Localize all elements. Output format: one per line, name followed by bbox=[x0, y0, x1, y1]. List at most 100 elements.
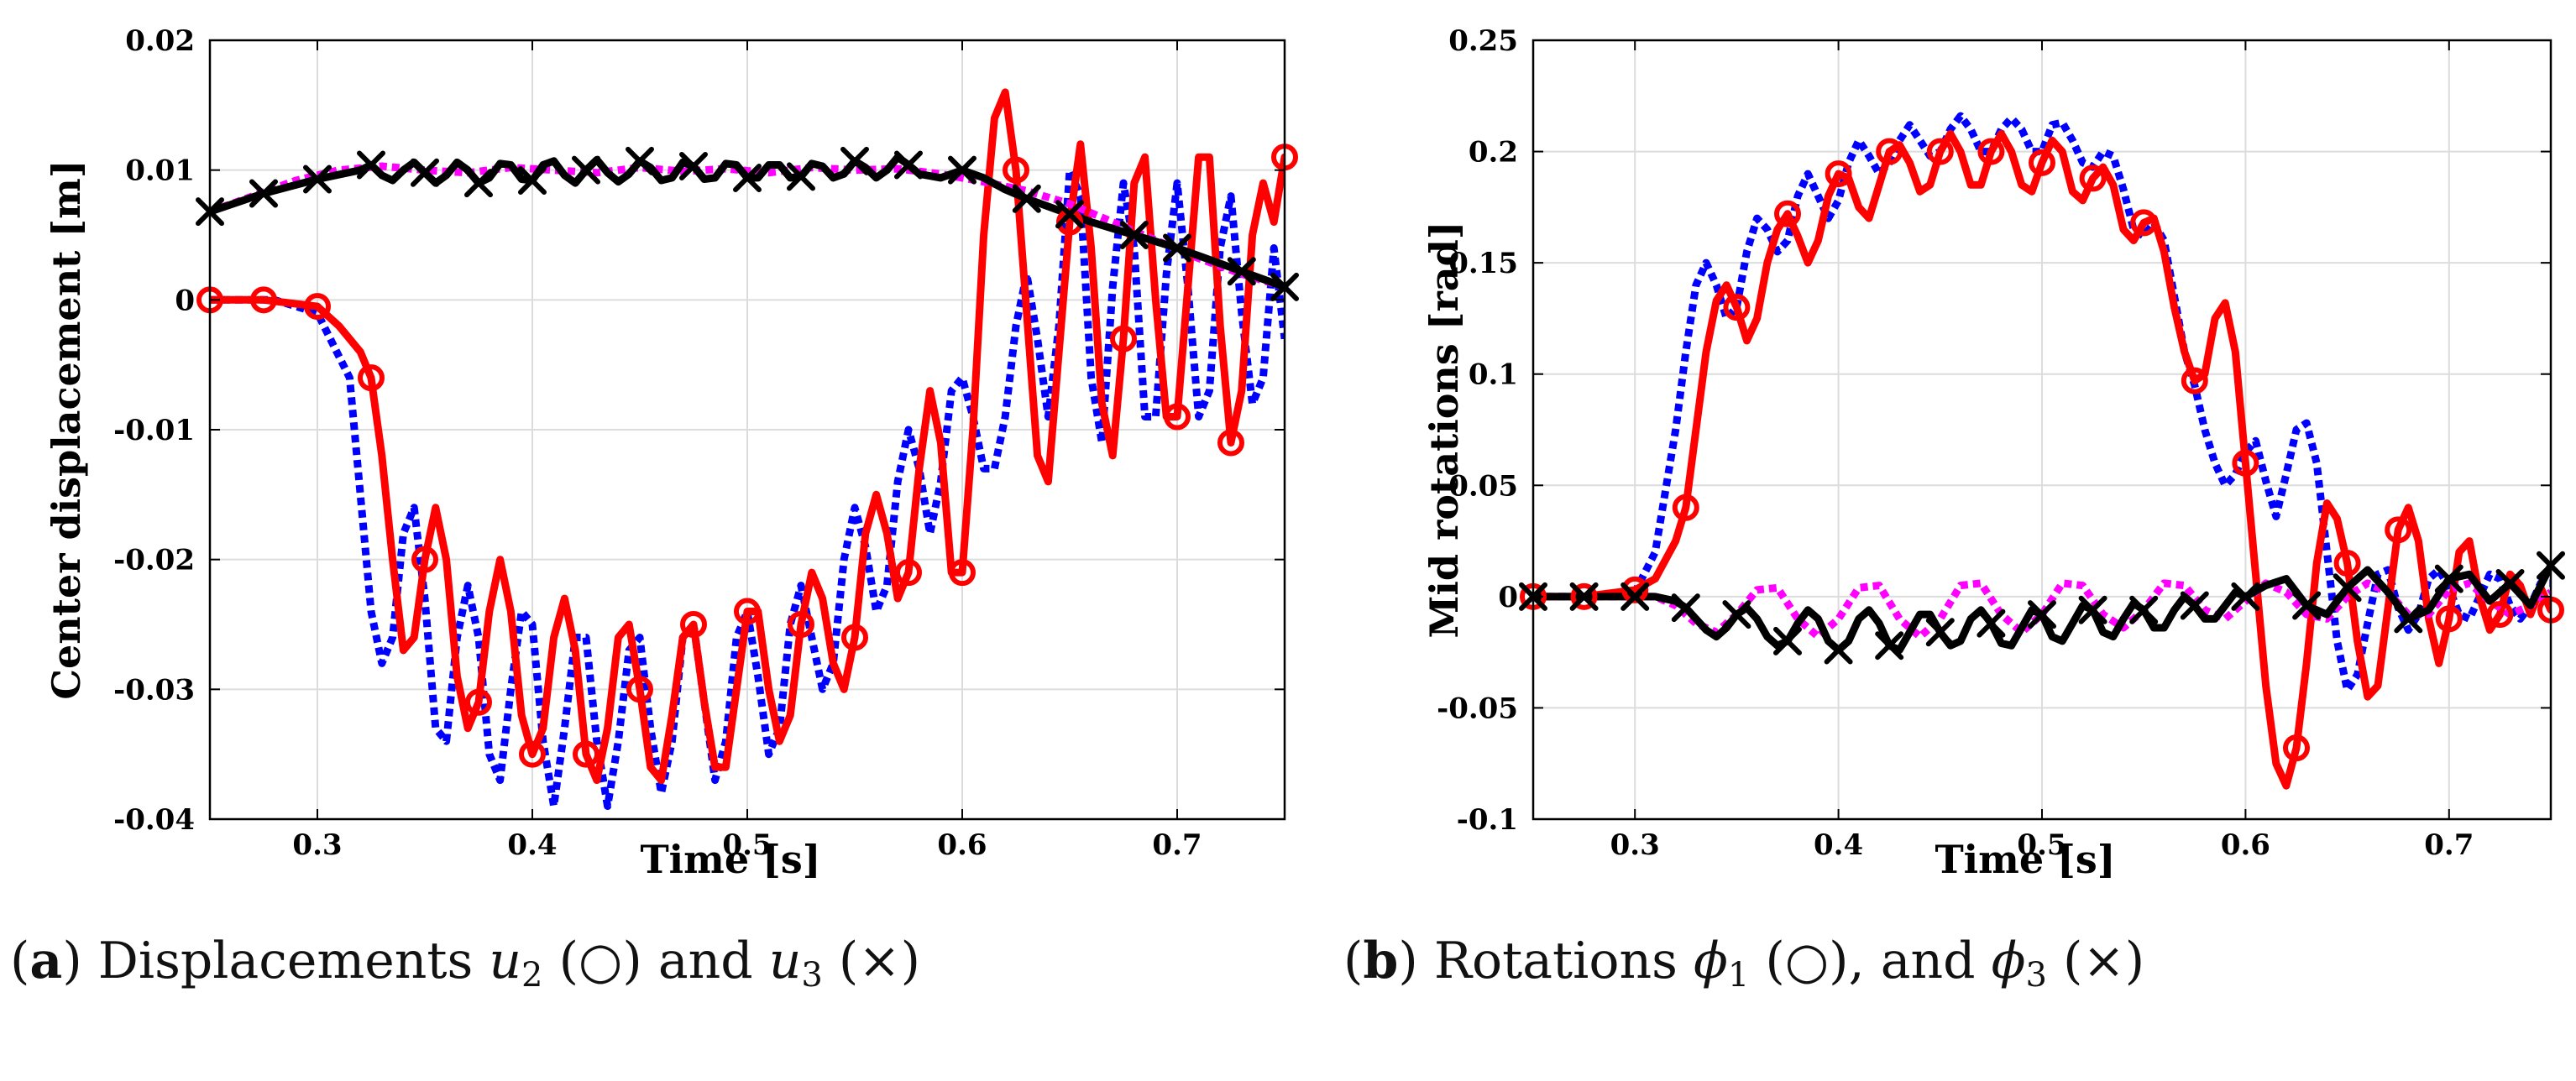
chart-a-series-1-marker bbox=[358, 364, 385, 392]
caption-a: (a) Displacements u2 (○) and u3 (×) bbox=[10, 932, 920, 995]
chart-b-xtick-label: 0.7 bbox=[2424, 828, 2474, 862]
chart-b-series-3-marker bbox=[2292, 591, 2322, 620]
chart-b: 0.3 0.4 0.5 0.6 0.7 -0.1 -0.05 0 0.05 0.1 0.15 0.2 0… bbox=[1422, 24, 2565, 882]
chart-a-series-1-marker bbox=[680, 611, 707, 638]
chart-b-series-3-marker bbox=[1569, 582, 1599, 611]
chart-b-series-3-marker bbox=[2078, 595, 2107, 624]
chart-a-series-3-marker bbox=[357, 150, 385, 180]
chart-b-ytick-label: 0.2 bbox=[1469, 136, 1518, 170]
chart-b-series-1-marker bbox=[1825, 160, 1852, 188]
chart-a-series-1-marker bbox=[626, 676, 653, 703]
chart-a-series-1-marker bbox=[411, 546, 438, 573]
chart-a-xtick-label: 0.5 bbox=[722, 828, 772, 862]
chart-a-xtick-label: 0.6 bbox=[937, 828, 987, 862]
chart-b-xtick-label: 0.5 bbox=[2017, 828, 2066, 862]
chart-a-series-3-marker bbox=[787, 162, 815, 191]
chart-a-series-3-marker bbox=[1055, 200, 1084, 229]
chart-b-series-1-marker bbox=[2029, 149, 2055, 176]
chart-b-series-3-marker bbox=[1875, 631, 1904, 661]
chart-b-series-3-marker bbox=[1620, 582, 1650, 611]
chart-a-series-3-marker bbox=[518, 166, 547, 196]
caption-b-letter: b bbox=[1363, 932, 1399, 990]
caption-b: (b) Rotations ϕ1 (○), and ϕ3 (×) bbox=[1343, 932, 2145, 995]
chart-a-xtick-label: 0.7 bbox=[1152, 828, 1202, 862]
chart-b-series-1-marker bbox=[1621, 576, 1649, 603]
chart-a-series-3-marker bbox=[572, 155, 600, 185]
chart-a-series-1-marker bbox=[734, 598, 761, 625]
chart-b-ytick-label: 0.25 bbox=[1448, 24, 1518, 58]
chart-b-series-3-marker bbox=[1722, 600, 1751, 629]
caption-b-text: Rotations bbox=[1433, 932, 1694, 990]
chart-a-series-1-marker bbox=[895, 559, 922, 587]
chart-b-series-1-marker bbox=[1876, 138, 1903, 165]
chart-a-ylabel: Center displacement [m] bbox=[44, 159, 89, 699]
chart-b-series-3-marker bbox=[2394, 604, 2423, 634]
chart-a-series-3-marker bbox=[626, 146, 654, 175]
chart-b-ylabel: Mid rotations [rad] bbox=[1422, 221, 1467, 638]
chart-b-xtick-label: 0.6 bbox=[2221, 828, 2270, 862]
chart-a-series-1-marker bbox=[465, 688, 492, 716]
chart-b-series-3-marker bbox=[1671, 593, 1700, 623]
chart-b-ytick-label: 0.05 bbox=[1448, 469, 1518, 503]
chart-a-series-3-marker bbox=[894, 150, 923, 180]
chart-b-xlabel: Time [s] bbox=[1935, 837, 2115, 882]
chart-a-series-3-marker bbox=[1227, 257, 1256, 286]
chart-b-series-1-marker bbox=[2435, 605, 2463, 633]
chart-a-series-3-marker bbox=[464, 169, 493, 198]
chart-b-series-3-marker bbox=[1977, 608, 2006, 638]
chart-b-series-3-marker bbox=[2434, 564, 2463, 593]
chart-a-series-3-marker bbox=[1163, 233, 1191, 263]
chart-a-series-3-marker bbox=[733, 163, 762, 192]
chart-b-series-1-marker bbox=[2283, 734, 2310, 762]
caption-a-text: Displacements bbox=[97, 932, 490, 990]
chart-a-ytick-label: -0.01 bbox=[113, 414, 195, 447]
chart-b-series-1-marker bbox=[2079, 164, 2107, 192]
chart-a-ytick-label: 0.01 bbox=[125, 154, 195, 188]
chart-b-ytick-label: -0.1 bbox=[1457, 803, 1518, 837]
chart-b-series-1-marker bbox=[1977, 138, 2005, 165]
chart-a-series-3-marker bbox=[303, 164, 332, 194]
chart-a: 0.3 0.4 0.5 0.6 0.7 -0.04 -0.03 -0.02 -0.01 0 0.01… bbox=[44, 24, 1299, 882]
chart-b-series-1-marker bbox=[2232, 449, 2259, 477]
chart-a-series-1-marker bbox=[1003, 156, 1029, 184]
chart-a-ytick-label: 0 bbox=[175, 284, 195, 317]
chart-a-xlabel: Time [s] bbox=[640, 837, 820, 882]
chart-b-series-1-line bbox=[1533, 129, 2551, 790]
chart-a-ytick-label: -0.02 bbox=[113, 544, 195, 577]
chart-b-ytick-label: 0.15 bbox=[1448, 247, 1518, 280]
chart-a-ytick-label: 0.02 bbox=[125, 24, 195, 58]
chart-a-series-1-marker bbox=[250, 286, 277, 314]
chart-b-series-3-marker bbox=[1925, 618, 1955, 647]
chart-a-series-1-marker bbox=[519, 740, 546, 768]
chart-a-series-1-marker bbox=[1217, 429, 1244, 457]
chart-b-series-1-marker bbox=[1926, 138, 1954, 165]
chart-b-series-3-marker bbox=[2180, 591, 2209, 620]
chart-a-series-1-marker bbox=[573, 740, 599, 768]
chart-a-ytick-label: -0.03 bbox=[113, 673, 195, 707]
chart-a-series-3-marker bbox=[1119, 221, 1149, 249]
chart-a-ytick-label: -0.04 bbox=[113, 803, 195, 837]
chart-a-series-1-marker bbox=[1110, 325, 1137, 352]
chart-b-series-1-marker bbox=[2181, 367, 2208, 394]
chart-b-series-1-marker bbox=[2486, 601, 2514, 629]
chart-b-xtick-label: 0.3 bbox=[1610, 828, 1660, 862]
chart-b-series-1-marker bbox=[2333, 550, 2361, 577]
chart-b-ytick-label: 0.1 bbox=[1469, 358, 1518, 392]
chart-b-ytick-label: -0.05 bbox=[1437, 692, 1518, 725]
chart-b-series-1-marker bbox=[1570, 582, 1598, 610]
chart-a-series-3-marker bbox=[679, 152, 708, 181]
chart-b-series-3-marker bbox=[2129, 595, 2159, 624]
chart-b-ytick-label: 0 bbox=[1498, 581, 1518, 614]
chart-b-series-3-marker bbox=[2028, 600, 2056, 629]
chart-a-series-0-line bbox=[210, 166, 1285, 810]
chart-a-xtick-label: 0.4 bbox=[507, 828, 557, 862]
chart-b-series-1-marker bbox=[2130, 209, 2158, 237]
chart-a-series-3-marker bbox=[1012, 184, 1041, 213]
chart-b-series-1-marker bbox=[1774, 200, 1801, 227]
chart-b-xtick-label: 0.4 bbox=[1814, 828, 1863, 862]
chart-b-series-1-marker bbox=[1723, 294, 1751, 321]
chart-a-series-3-marker bbox=[249, 179, 278, 208]
chart-a-series-3-marker bbox=[840, 146, 869, 175]
chart-a-plot-area bbox=[210, 88, 1285, 810]
